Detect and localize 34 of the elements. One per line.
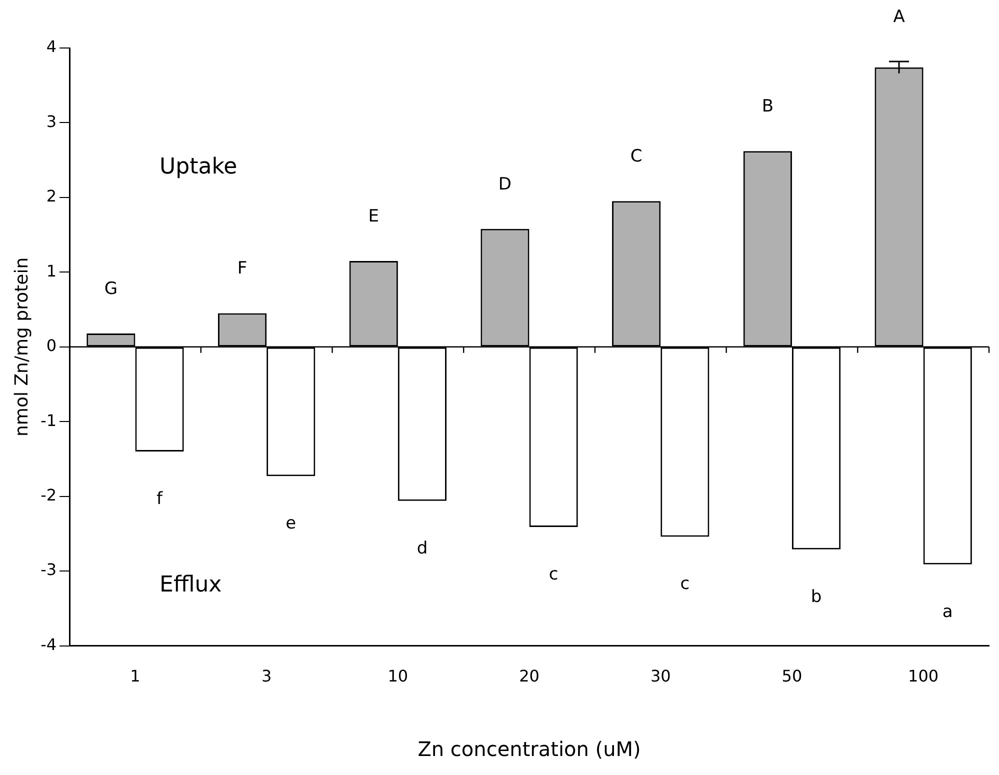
annotation: d [416, 538, 428, 558]
y-tick-label: 2 [46, 186, 57, 206]
y-tick-label: -4 [40, 634, 57, 654]
x-axis-title: Zn concentration (uM) [418, 737, 641, 762]
annotation: e [286, 514, 296, 534]
y-tick-label: -1 [40, 410, 57, 430]
y-tick-label: -2 [40, 486, 57, 505]
annotation: D [498, 174, 512, 194]
x-tick-label: 3 [261, 666, 272, 686]
annotation: E [368, 206, 379, 226]
annotation: F [237, 258, 248, 279]
y-tick-label: 1 [46, 261, 57, 280]
x-tick-label: 20 [519, 666, 540, 686]
annotation: C [630, 146, 642, 167]
x-tick-label: 10 [388, 666, 408, 686]
annotation: b [810, 586, 822, 607]
x-tick-label: 100 [908, 666, 939, 686]
annotation: G [104, 278, 118, 299]
annotation: c [680, 574, 690, 594]
y-tick-label: 3 [46, 112, 57, 131]
annotation: Efflux [160, 572, 222, 598]
y-tick-label: -3 [40, 560, 57, 580]
x-tick-label: 50 [782, 666, 802, 686]
annotation: a [942, 602, 953, 622]
annotation: Uptake [160, 154, 238, 180]
x-tick-label: 1 [130, 666, 140, 686]
y-tick-label: 0 [46, 336, 57, 356]
text: A [893, 6, 906, 27]
annotation: f [156, 488, 164, 509]
y-tick-label: 4 [46, 37, 57, 56]
annotation: c [548, 564, 558, 584]
y-axis-title: nmol Zn/mg protein [11, 257, 32, 436]
annotation: B [762, 96, 774, 117]
x-tick-label: 30 [650, 666, 671, 686]
